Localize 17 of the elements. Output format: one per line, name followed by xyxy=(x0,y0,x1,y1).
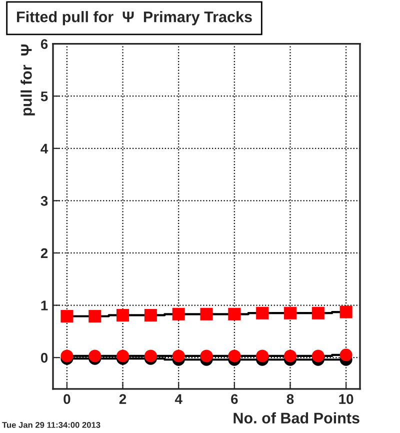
y-tick-label: 6 xyxy=(40,39,48,49)
x-tick-label: 8 xyxy=(286,394,294,404)
y-tick-label: 5 xyxy=(40,92,48,102)
x-tick-label: 6 xyxy=(231,394,238,404)
y-tick-label: 4 xyxy=(40,144,48,154)
y-tick-label: 3 xyxy=(40,196,48,206)
x-tick-label: 2 xyxy=(119,394,126,404)
chart-title: Fitted pull for Ψ Primary Tracks xyxy=(17,11,252,26)
x-tick-label: 10 xyxy=(339,394,354,404)
x-tick-label: 4 xyxy=(174,394,182,404)
y-tick-label: 0 xyxy=(40,352,48,363)
x-tick-label: 0 xyxy=(64,394,70,404)
y-axis-title: pull for Ψ xyxy=(20,44,35,116)
y-tick-label: 1 xyxy=(41,300,48,310)
x-axis-title: No. of Bad Points xyxy=(234,412,360,424)
text: Tue Jan 29 11:34:00 2013 xyxy=(2,422,100,428)
y-tick-label: 2 xyxy=(40,248,48,258)
